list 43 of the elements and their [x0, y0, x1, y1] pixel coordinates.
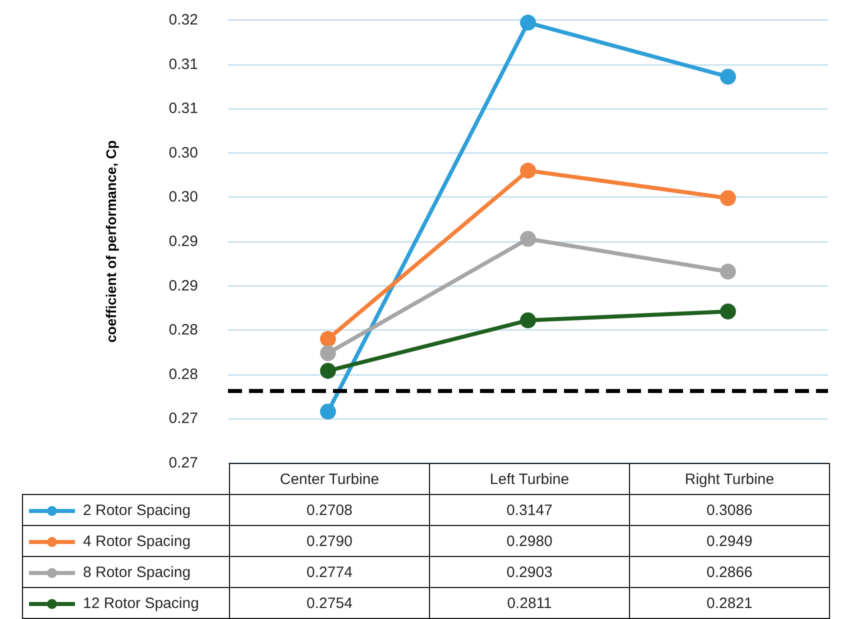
data-label: 0.2903 [430, 556, 630, 588]
y-tick-label: 0.31 [168, 56, 198, 73]
data-label: 0.3147 [430, 494, 630, 526]
legend-label: 2 Rotor Spacing [22, 494, 230, 526]
point [320, 330, 336, 347]
y-tick-label: 0.28 [168, 366, 198, 383]
point [520, 14, 536, 31]
point [720, 304, 736, 320]
data-label: 0.2774 [230, 556, 430, 588]
y-axis-title: coefficient of performance, Cp [103, 140, 119, 343]
x-tick-label: Right Turbine [630, 464, 830, 494]
y-tick-label: 0.32 [168, 12, 198, 28]
data-label: 0.2866 [630, 556, 830, 588]
data-label: 0.2790 [230, 526, 430, 556]
point [520, 230, 536, 247]
y-tick-label: 0.29 [168, 233, 198, 250]
data-label: 0.2949 [630, 526, 830, 556]
point [720, 68, 736, 85]
y-tick-label: 0.27 [168, 410, 198, 428]
point [320, 404, 336, 420]
legend-label: 12 Rotor Spacing [22, 588, 230, 618]
point [520, 312, 536, 328]
legend-label: 8 Rotor Spacing [22, 556, 230, 588]
point [320, 345, 336, 362]
data-label: 0.2811 [430, 588, 630, 618]
point [320, 362, 336, 379]
data-label: 0.2754 [230, 588, 430, 618]
data-label: 0.3086 [630, 494, 830, 526]
y-tick-label: 0.27 [168, 454, 198, 472]
point [720, 190, 736, 206]
y-tick-label: 0.29 [168, 277, 198, 294]
data-label: 0.2980 [430, 526, 630, 556]
y-tick-label: 0.30 [168, 188, 198, 206]
y-tick-label: 0.28 [168, 322, 198, 339]
y-tick-label: 0.30 [168, 144, 198, 162]
legend-label: 4 Rotor Spacing [22, 526, 230, 556]
x-tick-label: Left Turbine [430, 464, 630, 494]
y-tick-label: 0.31 [168, 100, 198, 118]
point [520, 162, 536, 179]
data-label: 0.2821 [630, 588, 830, 618]
x-tick-label: Center Turbine [230, 464, 430, 494]
data-label: 0.2708 [230, 494, 430, 526]
point [720, 264, 736, 280]
